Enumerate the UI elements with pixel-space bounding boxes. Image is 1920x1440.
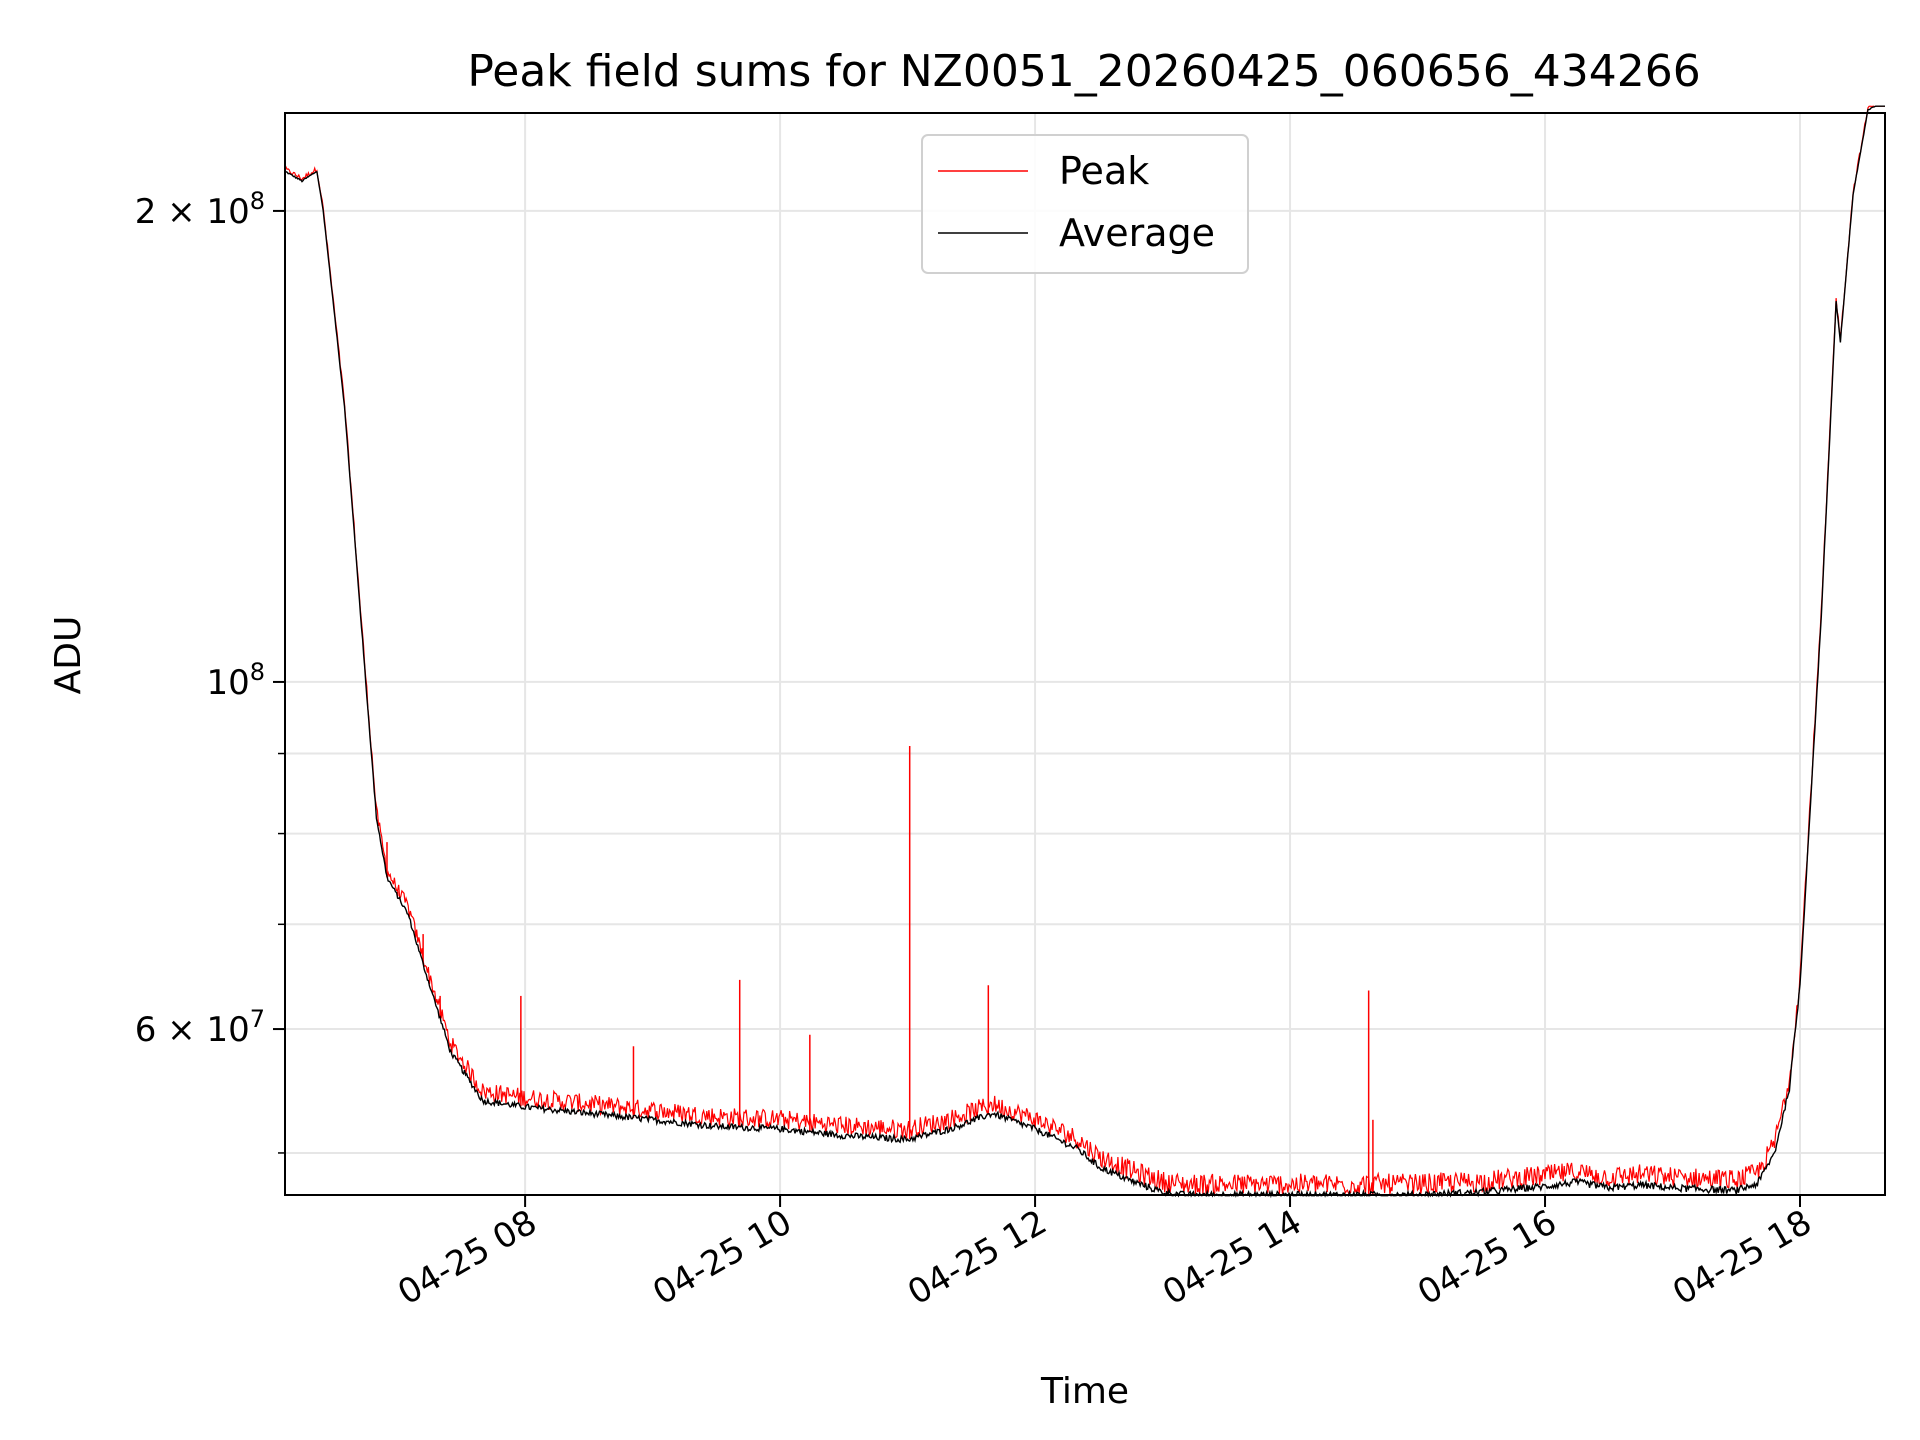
x-axis-label: Time — [1040, 1371, 1129, 1412]
legend-label-average: Average — [1059, 211, 1215, 255]
y-tick-label: 6 × 107 — [135, 1005, 265, 1050]
plot-frame — [284, 112, 1886, 1196]
series-average-line — [284, 105, 1885, 1199]
y-axis-label: ADU — [48, 616, 89, 695]
legend-label-peak: Peak — [1059, 149, 1149, 193]
series-peak — [284, 105, 1885, 1196]
chart-title: Peak field sums for NZ0051_20260425_0606… — [467, 46, 1700, 97]
series-average — [284, 105, 1885, 1199]
legend: Peak Average — [921, 134, 1249, 274]
series-peak-line — [284, 105, 1885, 1196]
legend-box — [921, 134, 1249, 274]
y-tick-label: 2 × 108 — [135, 187, 265, 232]
